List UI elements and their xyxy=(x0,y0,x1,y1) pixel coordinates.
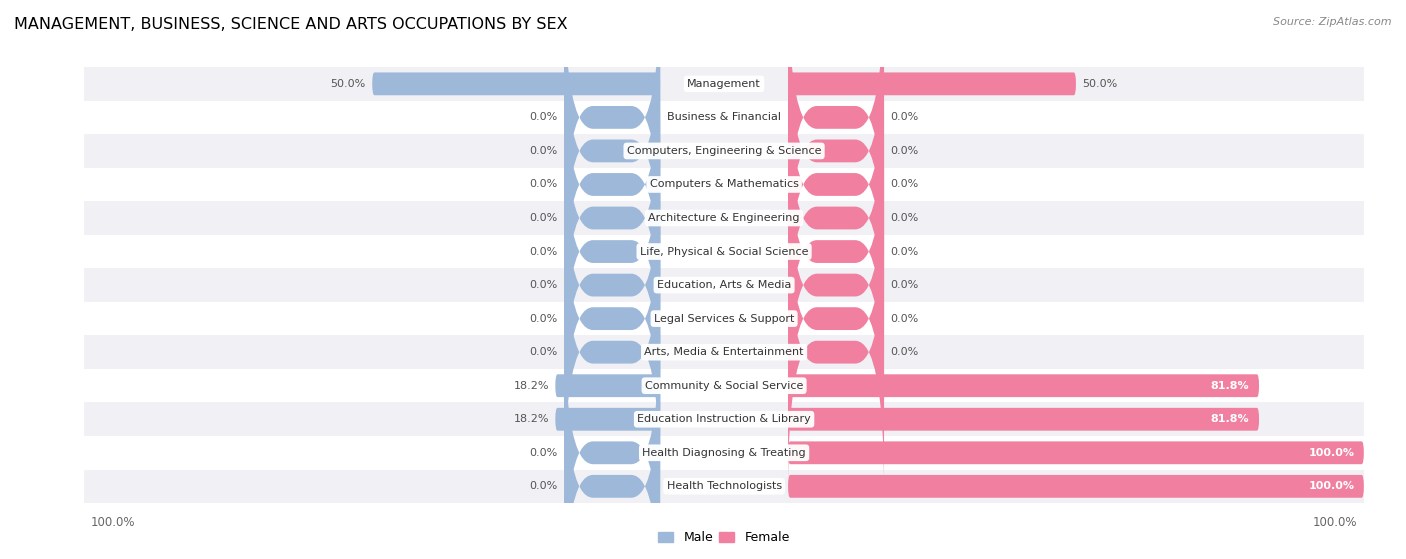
Text: 50.0%: 50.0% xyxy=(330,79,366,89)
FancyBboxPatch shape xyxy=(555,408,661,430)
Text: 100.0%: 100.0% xyxy=(91,516,135,529)
FancyBboxPatch shape xyxy=(787,179,884,458)
Bar xyxy=(84,235,1364,268)
Text: 0.0%: 0.0% xyxy=(530,347,558,357)
FancyBboxPatch shape xyxy=(564,212,661,492)
Text: Computers & Mathematics: Computers & Mathematics xyxy=(650,179,799,190)
Text: Business & Financial: Business & Financial xyxy=(666,112,782,122)
Text: 81.8%: 81.8% xyxy=(1211,414,1250,424)
Text: 0.0%: 0.0% xyxy=(530,146,558,156)
Text: Education Instruction & Library: Education Instruction & Library xyxy=(637,414,811,424)
Bar xyxy=(84,134,1364,168)
FancyBboxPatch shape xyxy=(564,313,661,559)
FancyBboxPatch shape xyxy=(564,179,661,458)
Text: Arts, Media & Entertainment: Arts, Media & Entertainment xyxy=(644,347,804,357)
Text: 0.0%: 0.0% xyxy=(890,146,918,156)
Text: MANAGEMENT, BUSINESS, SCIENCE AND ARTS OCCUPATIONS BY SEX: MANAGEMENT, BUSINESS, SCIENCE AND ARTS O… xyxy=(14,17,568,32)
Bar xyxy=(84,168,1364,201)
Text: 0.0%: 0.0% xyxy=(890,179,918,190)
Bar xyxy=(84,268,1364,302)
Text: 100.0%: 100.0% xyxy=(1308,448,1354,458)
Text: 0.0%: 0.0% xyxy=(890,314,918,324)
FancyBboxPatch shape xyxy=(564,0,661,257)
FancyBboxPatch shape xyxy=(555,375,661,397)
Text: 100.0%: 100.0% xyxy=(1308,481,1354,491)
FancyBboxPatch shape xyxy=(787,212,884,492)
Text: Computers, Engineering & Science: Computers, Engineering & Science xyxy=(627,146,821,156)
Bar xyxy=(84,101,1364,134)
Text: 81.8%: 81.8% xyxy=(1211,381,1250,391)
Text: 0.0%: 0.0% xyxy=(530,314,558,324)
Bar xyxy=(84,402,1364,436)
FancyBboxPatch shape xyxy=(564,112,661,391)
Text: Education, Arts & Media: Education, Arts & Media xyxy=(657,280,792,290)
FancyBboxPatch shape xyxy=(787,73,1076,95)
Bar xyxy=(84,369,1364,402)
Text: Legal Services & Support: Legal Services & Support xyxy=(654,314,794,324)
Text: Management: Management xyxy=(688,79,761,89)
Text: 0.0%: 0.0% xyxy=(530,247,558,257)
Text: 0.0%: 0.0% xyxy=(530,280,558,290)
Text: 0.0%: 0.0% xyxy=(530,179,558,190)
FancyBboxPatch shape xyxy=(564,145,661,425)
Text: 0.0%: 0.0% xyxy=(890,347,918,357)
FancyBboxPatch shape xyxy=(787,408,1258,430)
Bar xyxy=(84,335,1364,369)
FancyBboxPatch shape xyxy=(787,11,884,291)
FancyBboxPatch shape xyxy=(787,475,1364,498)
Text: 100.0%: 100.0% xyxy=(1313,516,1357,529)
Text: 0.0%: 0.0% xyxy=(890,213,918,223)
FancyBboxPatch shape xyxy=(787,0,884,257)
Text: 18.2%: 18.2% xyxy=(513,414,548,424)
Text: 0.0%: 0.0% xyxy=(890,247,918,257)
FancyBboxPatch shape xyxy=(787,45,884,324)
FancyBboxPatch shape xyxy=(787,145,884,425)
Text: 0.0%: 0.0% xyxy=(530,481,558,491)
Bar xyxy=(84,436,1364,470)
FancyBboxPatch shape xyxy=(787,442,1364,464)
FancyBboxPatch shape xyxy=(564,78,661,358)
Bar xyxy=(84,470,1364,503)
Bar xyxy=(84,67,1364,101)
Text: Health Technologists: Health Technologists xyxy=(666,481,782,491)
Text: 0.0%: 0.0% xyxy=(890,280,918,290)
Bar xyxy=(84,302,1364,335)
FancyBboxPatch shape xyxy=(564,347,661,559)
Text: Community & Social Service: Community & Social Service xyxy=(645,381,803,391)
FancyBboxPatch shape xyxy=(787,78,884,358)
Text: 0.0%: 0.0% xyxy=(530,448,558,458)
Text: Architecture & Engineering: Architecture & Engineering xyxy=(648,213,800,223)
Text: Source: ZipAtlas.com: Source: ZipAtlas.com xyxy=(1274,17,1392,27)
Text: Health Diagnosing & Treating: Health Diagnosing & Treating xyxy=(643,448,806,458)
Text: Life, Physical & Social Science: Life, Physical & Social Science xyxy=(640,247,808,257)
FancyBboxPatch shape xyxy=(564,45,661,324)
Text: 0.0%: 0.0% xyxy=(890,112,918,122)
FancyBboxPatch shape xyxy=(787,375,1258,397)
FancyBboxPatch shape xyxy=(373,73,661,95)
Text: 0.0%: 0.0% xyxy=(530,213,558,223)
FancyBboxPatch shape xyxy=(564,11,661,291)
Text: 0.0%: 0.0% xyxy=(530,112,558,122)
FancyBboxPatch shape xyxy=(787,112,884,391)
Bar xyxy=(84,201,1364,235)
Legend: Male, Female: Male, Female xyxy=(654,526,794,549)
Text: 18.2%: 18.2% xyxy=(513,381,548,391)
Text: 50.0%: 50.0% xyxy=(1083,79,1118,89)
